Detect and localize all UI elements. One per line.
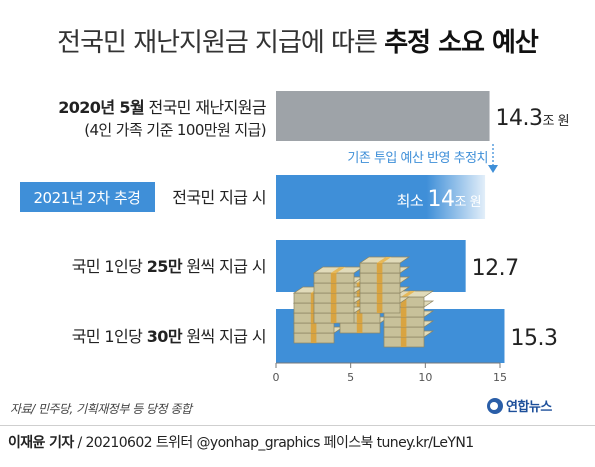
bundle-band xyxy=(376,303,383,313)
bundle-band xyxy=(356,313,363,323)
row-label-3: 국민 1인당 25만 원씩 지급 시 xyxy=(72,257,266,276)
row-label-part-2: 원씩 지급 시 xyxy=(182,327,266,346)
bundle-band xyxy=(356,323,363,333)
badge-text: 2021년 2차 추경 xyxy=(34,189,141,207)
bundle-band-top xyxy=(376,257,392,263)
value-number: 15.3 xyxy=(510,326,557,351)
bar-2 xyxy=(276,175,486,219)
value-label-4: 15.3 xyxy=(510,326,557,351)
row-label-part-0: 2020년 5월 xyxy=(58,98,144,117)
value-number: 14 xyxy=(428,187,455,212)
chart-title-normal: 전국민 재난지원금 지급에 따른 xyxy=(57,28,385,58)
bundle-band xyxy=(376,273,383,283)
bundle-band xyxy=(376,283,383,293)
bundle-band-top xyxy=(400,291,416,297)
row-label-part-0: 전국민 지급 시 xyxy=(172,188,266,207)
row-label-1-line2: (4인 가족 기준 100만원 지급) xyxy=(84,121,266,139)
yonhap-logo-icon xyxy=(487,397,503,414)
bundle-band xyxy=(330,303,337,313)
footer-reporter: 이재윤 기자 xyxy=(8,435,74,451)
row-label-part-1: 30만 xyxy=(147,327,183,346)
row-label-2: 전국민 지급 시 xyxy=(172,188,266,207)
bundle-band xyxy=(310,293,317,303)
bundle-band xyxy=(376,293,383,303)
bundle-band xyxy=(400,297,407,307)
yonhap-logo: 연합뉴스 xyxy=(487,396,552,415)
chart-title-bold: 추정 소요 예산 xyxy=(384,28,539,58)
value-number: 12.7 xyxy=(472,256,519,281)
bundle-band xyxy=(310,333,317,343)
value-label-2: 최소 14조 원 xyxy=(397,187,481,212)
value-unit: 조 원 xyxy=(455,195,482,210)
bundle-band xyxy=(400,327,407,337)
footer: 이재윤 기자 / 20210602 트위터 @yonhap_graphics 페… xyxy=(0,425,595,452)
row-label-1: 2020년 5월 전국민 재난지원금 xyxy=(58,98,266,117)
row-label-part-0: 국민 1인당 xyxy=(72,257,147,276)
chart-title: 전국민 재난지원금 지급에 따른 추정 소요 예산 xyxy=(0,22,595,59)
bundle-band xyxy=(330,283,337,293)
bar-1 xyxy=(276,91,490,141)
value-label-1: 14.3조 원 xyxy=(496,106,570,131)
row-label-part-1: 전국민 재난지원금 xyxy=(144,98,266,117)
bundle-band-top xyxy=(330,267,346,273)
footer-credits: / 20210602 트위터 @yonhap_graphics 페이스북 tun… xyxy=(73,435,475,451)
bar-chart: 14.3조 원최소 14조 원12.715.3기존 투입 예산 반영 추정치20… xyxy=(20,91,570,384)
bundle-band xyxy=(400,337,407,347)
x-tick-label-0: 0 xyxy=(273,371,280,384)
badge-background xyxy=(20,182,155,212)
row-label-part-1: 25만 xyxy=(147,257,183,276)
row-label-part-0: 국민 1인당 xyxy=(72,327,147,346)
annotation-arrow-head xyxy=(488,165,498,173)
yonhap-logo-text: 연합뉴스 xyxy=(506,400,552,415)
bundle-band xyxy=(376,263,383,273)
value-prefix: 최소 xyxy=(397,192,428,210)
cash-bundle xyxy=(358,256,411,274)
bundle-band xyxy=(330,273,337,283)
value-label-3: 12.7 xyxy=(472,256,519,281)
x-tick-label-15: 15 xyxy=(493,371,507,384)
bundle-band xyxy=(310,313,317,323)
source-note: 자료/ 민주당, 기획재정부 등 당정 종합 xyxy=(10,402,192,416)
x-tick-label-10: 10 xyxy=(418,371,432,384)
bundle-band xyxy=(330,313,337,323)
bundle-band xyxy=(330,293,337,303)
bundle-band xyxy=(400,307,407,317)
value-unit: 조 원 xyxy=(543,114,570,129)
row-label-4: 국민 1인당 30만 원씩 지급 시 xyxy=(72,327,266,346)
row-label-part-2: 원씩 지급 시 xyxy=(182,257,266,276)
bundle-band xyxy=(310,323,317,333)
value-number: 14.3 xyxy=(496,106,543,131)
x-tick-label-5: 5 xyxy=(347,371,354,384)
bundle-band xyxy=(400,317,407,327)
stacked-cash-bundles-icon xyxy=(292,256,435,348)
bundle-band xyxy=(310,303,317,313)
annotation-text: 기존 투입 예산 반영 추정치 xyxy=(347,151,488,166)
